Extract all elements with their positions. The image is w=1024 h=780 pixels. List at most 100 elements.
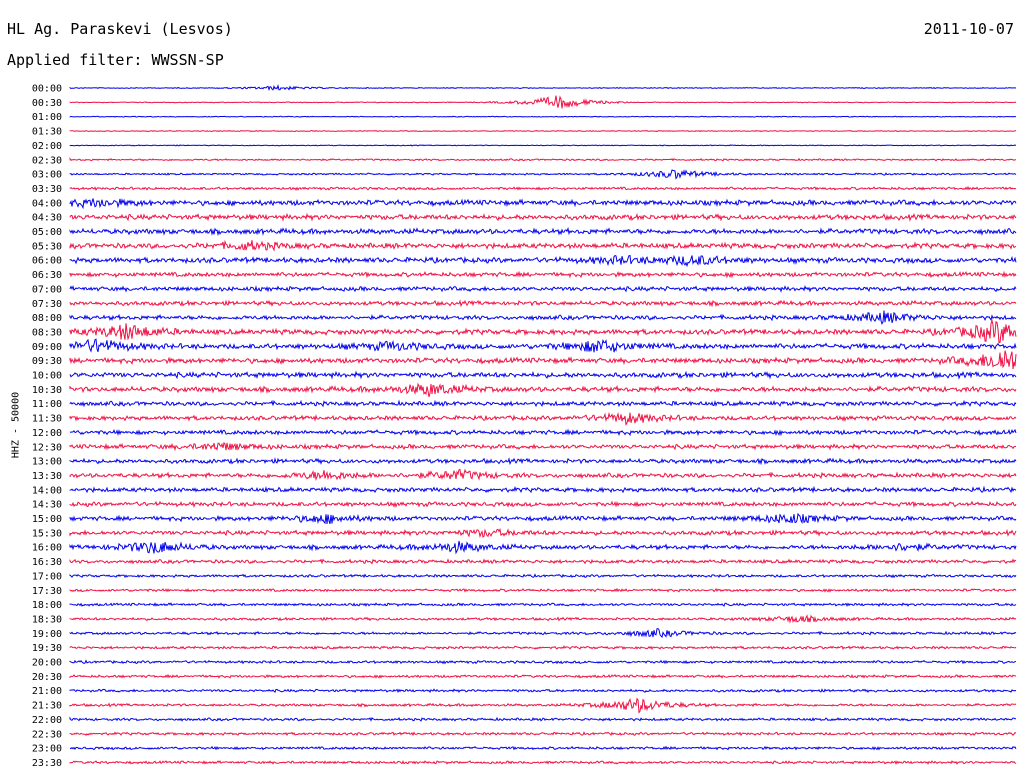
trace-0200 [69,144,1017,147]
trace-1230 [69,441,1017,452]
row-label-0600: 06:00 [32,256,62,267]
trace-2100 [69,688,1017,694]
trace-0530 [69,239,1017,252]
trace-0900 [69,338,1017,353]
row-label-2300: 23:00 [32,744,62,755]
row-label-0530: 05:30 [32,241,62,252]
row-label-0630: 06:30 [32,270,62,281]
row-label-1800: 18:00 [32,600,62,611]
date-label: 2011-10-07 [923,20,1014,38]
row-label-0800: 08:00 [32,313,62,324]
row-label-1700: 17:00 [32,571,62,582]
row-label-0030: 00:30 [32,98,62,109]
trace-1700 [69,573,1017,579]
trace-1500 [69,512,1017,525]
trace-0000 [69,84,1017,92]
row-label-1600: 16:00 [32,543,62,554]
trace-1430 [69,500,1017,509]
row-label-0900: 09:00 [32,342,62,353]
filter-label: Applied filter: WWSSN-SP [7,51,224,69]
trace-1300 [69,457,1017,466]
trace-1600 [69,540,1017,555]
row-label-0700: 07:00 [32,284,62,295]
trace-0130 [69,130,1016,133]
trace-0030 [69,95,1017,109]
trace-0830 [69,318,1017,344]
row-label-2330: 23:30 [32,758,62,769]
trace-1400 [69,485,1017,494]
row-label-1230: 12:30 [32,442,62,453]
row-label-1900: 19:00 [32,629,62,640]
trace-0930 [69,350,1017,370]
row-label-0230: 02:30 [32,155,62,166]
traces [69,84,1017,765]
trace-1000 [69,370,1017,380]
row-label-0200: 02:00 [32,141,62,152]
station-title: HL Ag. Paraskevi (Lesvos) [7,20,233,38]
row-label-2130: 21:30 [32,701,62,712]
row-label-1530: 15:30 [32,528,62,539]
trace-1630 [69,558,1017,565]
trace-0100 [69,115,1017,118]
trace-0600 [69,254,1017,268]
trace-1030 [69,382,1017,398]
trace-1900 [69,628,1017,638]
row-label-1830: 18:30 [32,614,62,625]
trace-2200 [69,716,1016,722]
trace-0300 [69,169,1017,180]
trace-2330 [69,760,1017,765]
row-label-1130: 11:30 [32,414,62,425]
trace-0430 [69,212,1017,222]
trace-1730 [69,587,1017,593]
trace-1130 [69,411,1017,426]
row-label-2030: 20:30 [32,672,62,683]
row-label-1500: 15:00 [32,514,62,525]
row-label-1030: 10:30 [32,385,62,396]
row-label-0100: 01:00 [32,112,62,123]
row-label-0400: 04:00 [32,198,62,209]
trace-2130 [69,697,1017,714]
trace-2030 [69,673,1017,679]
trace-0400 [69,198,1017,210]
trace-1330 [69,468,1017,481]
row-label-0330: 03:30 [32,184,62,195]
row-label-0000: 00:00 [32,84,62,95]
row-labels: 00:00 00:30 01:00 01:30 02:00 02:30 03:00 03:30… [32,84,62,769]
row-label-0130: 01:30 [32,127,62,138]
row-label-2200: 22:00 [32,715,62,726]
row-label-0500: 05:00 [32,227,62,238]
row-label-2000: 20:00 [32,658,62,669]
trace-1200 [69,428,1017,437]
row-label-1930: 19:30 [32,643,62,654]
row-label-1430: 14:30 [32,500,62,511]
row-label-2100: 21:00 [32,686,62,697]
row-label-2230: 22:30 [32,729,62,740]
trace-1100 [69,399,1017,408]
row-label-1200: 12:00 [32,428,62,439]
row-label-0730: 07:30 [32,299,62,310]
trace-1800 [69,602,1017,608]
trace-0730 [69,299,1017,308]
row-label-1630: 16:30 [32,557,62,568]
trace-0500 [69,226,1017,237]
row-label-1300: 13:00 [32,457,62,468]
trace-2000 [69,659,1017,665]
trace-1830 [69,614,1017,624]
row-label-1100: 11:00 [32,399,62,410]
row-label-1730: 17:30 [32,586,62,597]
trace-1530 [69,527,1017,539]
trace-1930 [69,645,1017,650]
row-label-1000: 10:00 [32,371,62,382]
row-label-0830: 08:30 [32,327,62,338]
trace-0230 [69,157,1017,162]
row-label-0930: 09:30 [32,356,62,367]
row-label-0300: 03:00 [32,170,62,181]
trace-0330 [69,185,1017,191]
trace-0630 [69,270,1017,279]
row-label-0430: 04:30 [32,213,62,224]
trace-0800 [69,310,1017,325]
row-label-1330: 13:30 [32,471,62,482]
row-label-1400: 14:00 [32,485,62,496]
trace-0700 [69,285,1017,293]
